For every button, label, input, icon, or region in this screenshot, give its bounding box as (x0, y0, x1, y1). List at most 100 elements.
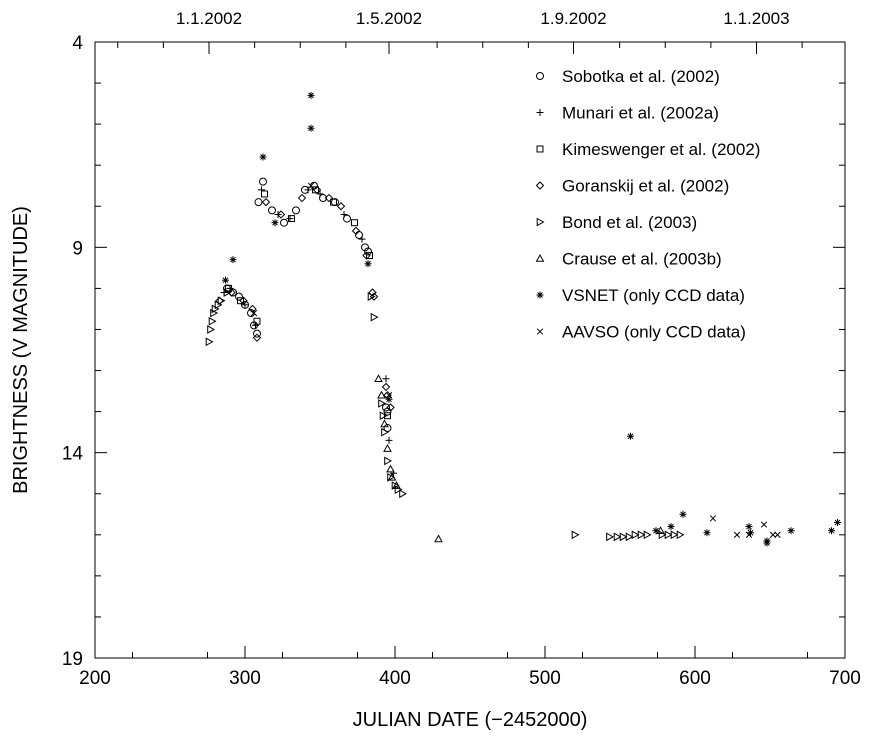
top-date-label: 1.5.2002 (356, 9, 422, 28)
legend-item: Goranskij et al. (2002) (535, 177, 729, 196)
legend-marker (535, 253, 545, 262)
data-point (664, 530, 673, 540)
data-point (383, 407, 392, 416)
legend-label: Goranskij et al. (2002) (562, 177, 729, 196)
data-point (382, 403, 390, 412)
y-tick-label: 9 (72, 238, 83, 259)
data-point (280, 218, 288, 227)
data-point (374, 374, 383, 383)
data-point (351, 226, 361, 236)
data-point (324, 193, 334, 203)
legend-item: Sobotka et al. (2002) (536, 67, 720, 86)
legend-label: Kimeswenger et al. (2002) (562, 140, 760, 159)
data-point (207, 325, 216, 334)
data-point (316, 190, 324, 198)
legend-item: Munari et al. (2002a) (536, 104, 719, 123)
data-point (434, 534, 443, 543)
data-point (392, 480, 401, 489)
data-point (292, 206, 300, 215)
legend-label: Sobotka et al. (2002) (562, 67, 720, 86)
data-point (223, 288, 232, 297)
data-point (259, 153, 267, 161)
data-point (381, 382, 391, 392)
data-point (343, 214, 351, 223)
data-point (571, 530, 580, 540)
data-point (670, 530, 679, 540)
data-point (336, 202, 346, 211)
data-point (383, 444, 392, 452)
data-point (364, 260, 372, 268)
data-point (769, 531, 777, 538)
data-point (385, 392, 393, 399)
legend-label: Munari et al. (2002a) (562, 104, 719, 123)
series-7 (250, 182, 781, 538)
data-point (254, 198, 263, 207)
legend-marker (536, 217, 545, 227)
legend-marker (536, 328, 544, 335)
x-axis-title: JULIAN DATE (−2452000) (353, 709, 588, 731)
data-point (259, 177, 267, 186)
x-tick-label: 300 (229, 668, 261, 689)
series-3 (215, 185, 395, 412)
data-point (304, 186, 312, 194)
data-point (760, 521, 768, 528)
x-tick-label: 600 (679, 668, 711, 689)
data-point (253, 329, 261, 338)
legend-marker (535, 181, 545, 190)
series-6 (222, 91, 841, 547)
data-point (312, 185, 322, 195)
legend-item: AAVSO (only CCD data) (536, 323, 746, 342)
data-point (358, 235, 366, 243)
legend-marker (536, 145, 544, 153)
data-point (386, 403, 395, 412)
legend-marker (536, 109, 544, 116)
legend-label: Crause et al. (2003b) (562, 250, 722, 269)
data-point (627, 432, 634, 440)
top-date-label: 1.1.2003 (723, 9, 789, 28)
data-point (377, 390, 386, 399)
data-point (387, 472, 397, 481)
data-point (319, 194, 327, 203)
data-point (208, 316, 217, 326)
y-axis-title: BRIGHTNESS (V MAGNITUDE) (10, 206, 32, 494)
data-point (364, 247, 372, 256)
data-point (366, 252, 373, 260)
legend-marker (536, 72, 544, 80)
legend-label: AAVSO (only CCD data) (562, 323, 746, 342)
data-point (297, 193, 307, 203)
data-point (330, 198, 337, 206)
data-point (745, 523, 753, 531)
data-point (253, 317, 261, 325)
data-point (307, 182, 315, 189)
legend-label: Bond et al. (2003) (562, 213, 697, 232)
data-point (733, 531, 741, 538)
data-point (385, 436, 393, 444)
data-point (367, 292, 376, 301)
data-point (676, 530, 685, 540)
data-point (378, 399, 387, 408)
data-point (261, 190, 268, 198)
data-point (229, 256, 237, 264)
plot-frame (94, 41, 846, 659)
data-point (763, 537, 771, 545)
data-point (362, 251, 371, 260)
data-point (394, 485, 403, 494)
data-point (667, 523, 675, 531)
x-tick-label: 400 (379, 668, 411, 689)
y-tick-label: 4 (72, 33, 83, 54)
data-point (384, 456, 393, 466)
y-tick-label: 14 (62, 444, 84, 465)
data-point (380, 419, 389, 428)
data-point (631, 530, 640, 540)
data-point (261, 197, 271, 207)
legend: Sobotka et al. (2002) Munari et al. (2002… (535, 67, 760, 342)
series-4 (205, 288, 685, 542)
legend-item: Crause et al. (2003b) (535, 250, 722, 269)
data-point (312, 186, 319, 194)
series-0 (223, 177, 392, 433)
data-point (331, 198, 339, 207)
legend-marker (536, 291, 544, 299)
data-point (606, 532, 615, 542)
data-point (307, 91, 315, 99)
